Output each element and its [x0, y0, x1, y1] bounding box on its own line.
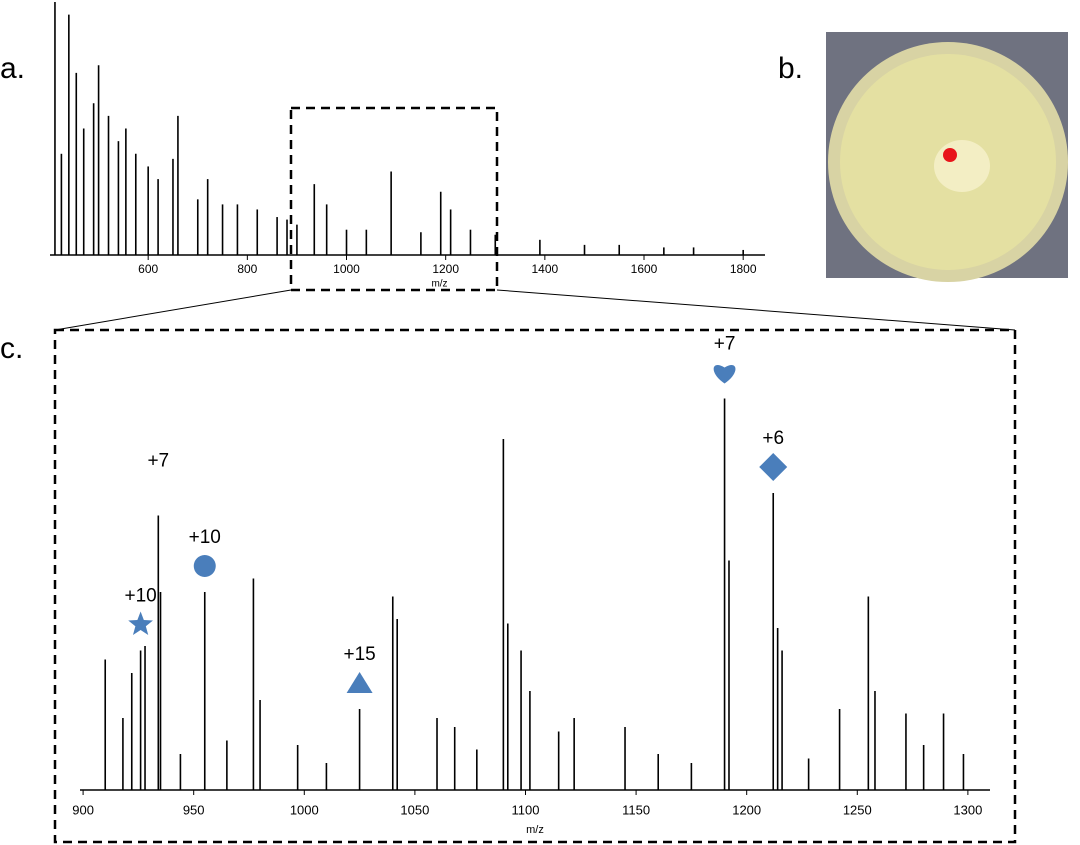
- panel-label: c.: [0, 332, 23, 365]
- spot: [943, 148, 957, 162]
- colony: [934, 140, 990, 192]
- annotation-symbol: [152, 477, 165, 502]
- x-tick-label: 1000: [290, 802, 319, 817]
- annotation-symbol: [128, 611, 153, 636]
- x-tick-label: 600: [138, 262, 158, 276]
- x-tick-label: 950: [183, 802, 205, 817]
- x-tick-label: 900: [72, 802, 94, 817]
- x-tick-label: 1050: [400, 802, 429, 817]
- x-tick-label: 1800: [730, 262, 757, 276]
- x-tick-label: 1100: [512, 802, 540, 817]
- x-axis-label: m/z: [431, 279, 447, 290]
- annotation-label: +6: [762, 428, 784, 449]
- annotation-label: +10: [189, 527, 221, 548]
- annotation-label: +15: [343, 644, 375, 665]
- x-tick-label: 1250: [843, 802, 872, 817]
- annotation-label: +7: [147, 451, 169, 472]
- x-tick-label: 1300: [953, 802, 982, 817]
- x-tick-label: 800: [237, 262, 257, 276]
- plate-photo: [826, 32, 1068, 282]
- panel-label: a.: [0, 52, 25, 85]
- x-tick-label: 1200: [732, 802, 761, 817]
- zoom-box: [289, 106, 499, 292]
- zoom-panel: [53, 328, 1017, 844]
- x-tick-label: 1600: [631, 262, 658, 276]
- annotation-symbol: [713, 365, 736, 384]
- annotation-symbol: [193, 555, 216, 577]
- x-axis-label: m/z: [526, 824, 544, 836]
- x-tick-label: 1150: [622, 802, 650, 817]
- annotation-symbol: [759, 453, 788, 481]
- annotation-label: +10: [124, 586, 156, 607]
- x-tick-label: 1200: [432, 262, 459, 276]
- x-tick-label: 1000: [333, 262, 360, 276]
- annotation-label: +7: [714, 334, 736, 355]
- zoom-connector: [496, 289, 1016, 331]
- zoom-connector: [54, 289, 292, 331]
- x-tick-label: 1400: [531, 262, 558, 276]
- annotation-symbol: [346, 672, 373, 693]
- panel-label: b.: [778, 52, 803, 85]
